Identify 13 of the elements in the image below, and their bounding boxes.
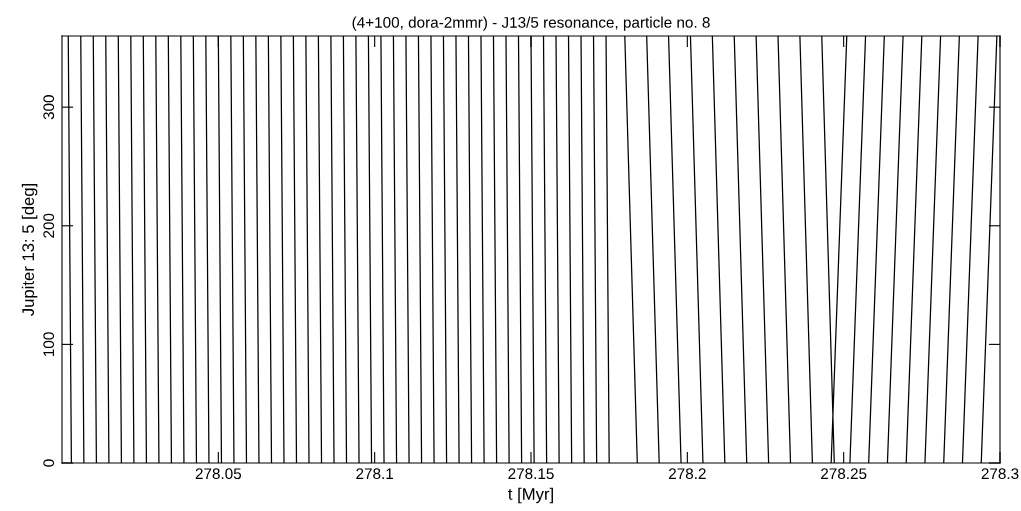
- x-tick-label: 278.2: [668, 468, 706, 480]
- y-tick-label: 200: [43, 213, 55, 238]
- x-tick-label: 278.05: [195, 468, 242, 480]
- y-tick-label: 0: [43, 459, 55, 467]
- x-tick-label: 278.25: [821, 468, 867, 480]
- y-tick-label: 300: [43, 95, 55, 120]
- y-tick-label: 100: [43, 332, 55, 356]
- x-tick-label: 278.15: [508, 468, 554, 480]
- x-tick-label: 278.3: [981, 468, 1019, 480]
- x-tick-label: 278.1: [356, 468, 394, 480]
- x-axis-title: t [Myr]: [508, 487, 553, 504]
- chart-title: (4+100, dora-2mmr) - J13/5 resonance, particle no. 8: [352, 16, 710, 31]
- y-axis-title: Jupiter 13: 5 [deg]: [21, 183, 38, 316]
